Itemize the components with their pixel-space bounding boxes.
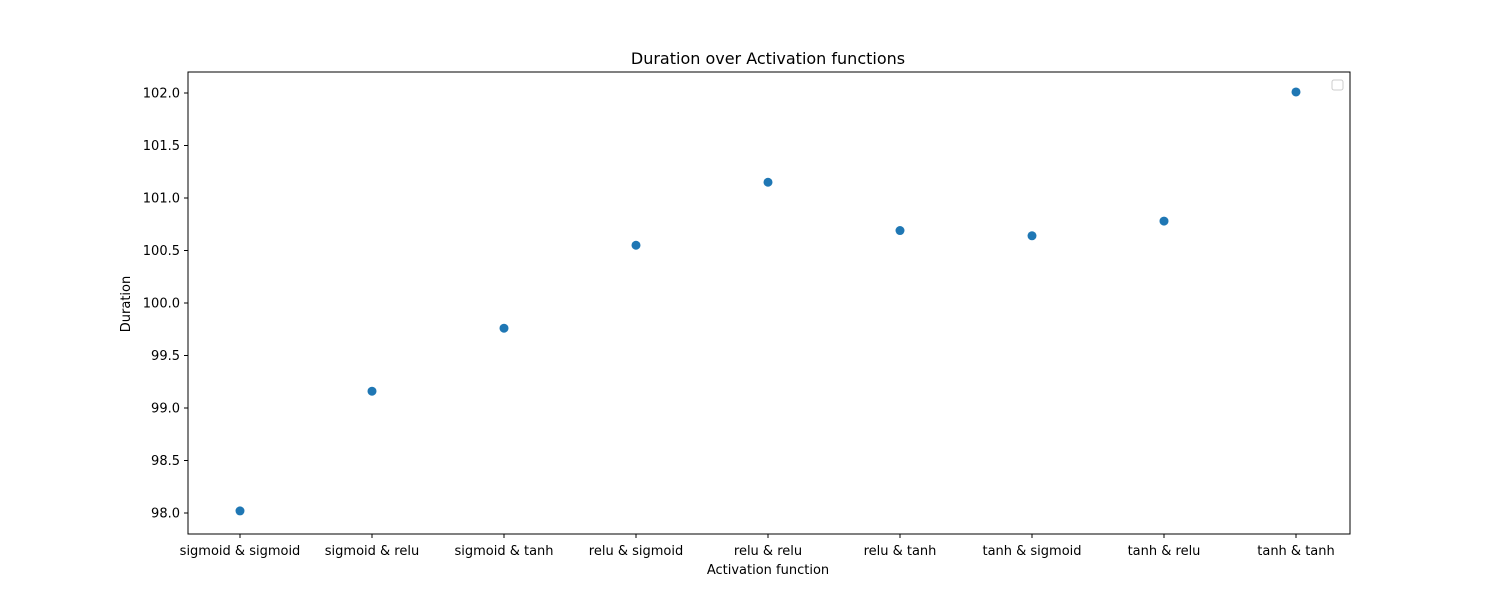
x-tick-label: relu & sigmoid — [589, 544, 683, 559]
x-axis-label: Activation function — [707, 563, 829, 578]
x-tick-label: sigmoid & relu — [325, 544, 419, 559]
data-point — [763, 177, 773, 187]
y-tick-label: 100.0 — [143, 297, 180, 312]
y-tick-label: 99.0 — [151, 402, 180, 417]
data-point — [367, 386, 377, 396]
y-tick-label: 98.5 — [151, 454, 180, 469]
y-tick-label: 98.0 — [151, 507, 180, 522]
y-tick-label: 100.5 — [143, 244, 180, 259]
data-points — [235, 87, 1301, 516]
x-tick-label: sigmoid & tanh — [454, 544, 553, 559]
y-tick-label: 101.0 — [143, 192, 180, 207]
data-point — [895, 226, 905, 236]
y-tick-label: 101.5 — [143, 139, 180, 154]
data-point — [1027, 231, 1037, 241]
x-tick-label: tanh & sigmoid — [982, 544, 1081, 559]
legend-box — [1331, 79, 1344, 91]
data-point — [235, 506, 245, 516]
y-tick-label: 99.5 — [151, 349, 180, 364]
data-point — [1291, 87, 1301, 97]
data-point — [499, 323, 509, 333]
data-point — [1159, 216, 1169, 226]
plot-area-frame — [187, 71, 1351, 535]
y-axis-ticks: 98.0 98.5 99.0 99.5 100.0 100.5 101.0 101.5 102.… — [143, 87, 188, 522]
data-point — [631, 240, 641, 250]
x-tick-label: relu & relu — [734, 544, 802, 559]
x-tick-label: tanh & tanh — [1257, 544, 1335, 559]
x-tick-label: relu & tanh — [864, 544, 937, 559]
chart-title: Duration over Activation functions — [631, 49, 905, 68]
y-axis-label: Duration — [119, 276, 134, 332]
x-tick-label: sigmoid & sigmoid — [180, 544, 301, 559]
x-tick-label: tanh & relu — [1128, 544, 1201, 559]
y-tick-label: 102.0 — [143, 87, 180, 102]
x-axis-ticks: sigmoid & sigmoid sigmoid & relu sigmoid &… — [180, 534, 1335, 559]
